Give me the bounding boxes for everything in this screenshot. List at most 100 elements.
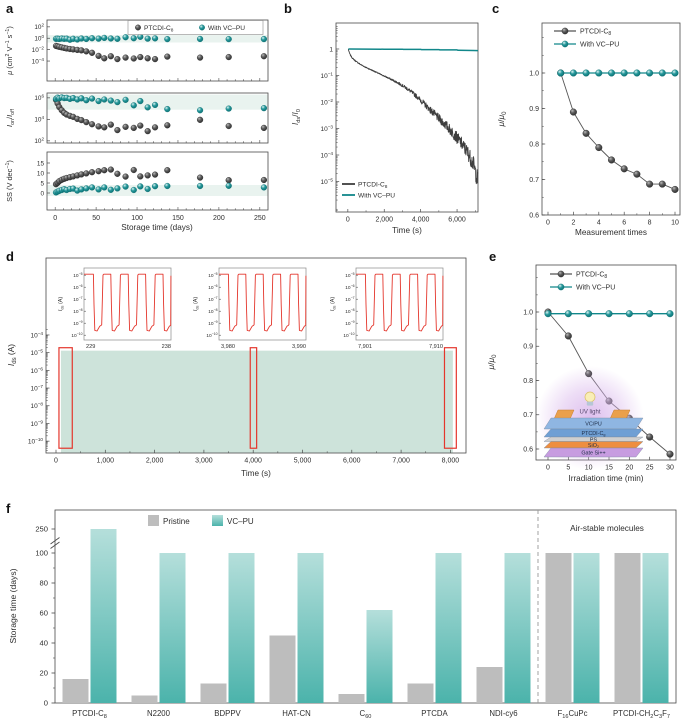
svg-text:7,000: 7,000 [392,458,410,465]
svg-text:100: 100 [34,34,44,42]
svg-text:10−6: 10−6 [208,284,217,291]
svg-text:Storage time (days): Storage time (days) [8,568,18,643]
svg-text:0.9: 0.9 [523,344,533,351]
svg-text:238: 238 [162,344,171,350]
svg-text:Ids (A): Ids (A) [330,297,336,311]
svg-text:2,000: 2,000 [146,458,164,465]
panel-f-bars [62,529,669,703]
svg-text:Time (s): Time (s) [241,469,271,478]
svg-text:229: 229 [86,344,95,350]
svg-text:1: 1 [329,46,333,53]
panel-f-chart: 0 20 40 60 80 100 250 PTCDI-C8 N2200 BDPPV HAT-CN C… [8,509,677,720]
svg-text:10−4: 10−4 [30,331,43,339]
svg-text:10−7: 10−7 [30,384,43,392]
svg-text:30: 30 [666,465,674,472]
panel-a-subplot-0: 102 100 10−2 10−4 μ (cm2 V−1 s−1) [5,19,269,82]
panel-a-series [52,166,268,196]
svg-text:150: 150 [172,215,184,222]
svg-text:0: 0 [54,458,58,465]
svg-text:PTCDI-CH2C3F7: PTCDI-CH2C3F7 [613,709,670,720]
svg-text:3,000: 3,000 [195,458,213,465]
svg-text:25: 25 [646,465,654,472]
panel-f-label: f [6,501,11,516]
svg-text:Gate Si++: Gate Si++ [581,451,605,457]
svg-text:0: 0 [346,217,350,224]
svg-text:100: 100 [35,549,48,558]
svg-text:PTCDI-C8: PTCDI-C8 [358,182,388,191]
svg-text:N2200: N2200 [147,709,171,718]
svg-text:5,000: 5,000 [294,458,312,465]
svg-text:10−9: 10−9 [73,320,82,327]
svg-text:10: 10 [37,170,45,177]
svg-text:8: 8 [648,220,652,227]
panel-b-legend: PTCDI-C8 With VC–PU [342,182,395,200]
svg-text:106: 106 [34,94,44,102]
svg-text:μ (cm2 V−1 s−1): μ (cm2 V−1 s−1) [5,26,14,76]
svg-text:10−5: 10−5 [345,272,354,279]
svg-text:10−10: 10−10 [28,437,44,445]
svg-text:PTCDA: PTCDA [421,709,448,718]
svg-text:Measurement times: Measurement times [575,228,647,237]
panel-e-legend: PTCDI-C8 With VC–PU [550,270,615,292]
svg-text:0.7: 0.7 [529,177,539,184]
svg-text:μ/μ0: μ/μ0 [496,111,508,128]
svg-text:Storage time (days): Storage time (days) [121,223,193,232]
panel-d-plot: 10−4 10−5 10−6 10−7 10−8 10−9 10−10 0 1,000 2,000… [28,257,467,465]
svg-text:SS (V dec−1): SS (V dec−1) [5,160,14,202]
panel-a-subplot-1: 106 104 102 Ion/Ioff [5,92,269,145]
svg-text:10−5: 10−5 [320,177,333,185]
panel-d-inset-1: 10−5 10−6 10−7 10−8 10−9 10−10 Ids (A) 3,980 3,9… [193,267,307,350]
svg-text:VC–PU: VC–PU [227,517,254,526]
panel-c-label: c [492,1,500,16]
svg-text:15: 15 [37,160,45,167]
svg-text:1,000: 1,000 [97,458,115,465]
svg-text:0: 0 [40,190,44,197]
svg-text:With VC–PU: With VC–PU [208,25,245,32]
svg-text:With VC–PU: With VC–PU [576,285,615,292]
svg-text:10−5: 10−5 [208,272,217,279]
panel-a-legend: PTCDI-C8 With VC–PU [127,20,264,35]
panel-c-chart: 1.0 0.9 0.8 0.7 0.6 0 2 4 6 8 10 PTCDI-C8 With VC–PU… [496,22,681,237]
panel-f-plot: 0 20 40 60 80 100 250 [35,509,677,708]
svg-text:10−2: 10−2 [32,46,45,54]
svg-text:10−4: 10−4 [320,151,333,159]
svg-text:PTCDI-C8: PTCDI-C8 [144,25,174,34]
svg-text:10−6: 10−6 [73,284,82,291]
svg-text:10−9: 10−9 [30,419,43,427]
svg-text:10−10: 10−10 [343,332,354,339]
panel-e-label: e [489,249,497,264]
svg-text:VC/PU: VC/PU [585,422,602,428]
svg-text:0.8: 0.8 [529,141,539,148]
svg-text:10−10: 10−10 [71,332,82,339]
svg-text:UV light: UV light [579,410,600,416]
svg-text:C60: C60 [360,709,372,720]
svg-text:50: 50 [92,215,100,222]
svg-text:0: 0 [546,220,550,227]
svg-text:2: 2 [571,220,575,227]
panel-d-inset-0: 10−5 10−6 10−7 10−8 10−9 10−10 Ids (A) 229 238 [58,267,172,350]
panel-b-plot: 1 10−1 10−2 10−3 10−4 10−5 0 2,000 4,000 6,000 [320,22,479,224]
svg-text:Time (s): Time (s) [392,226,422,235]
svg-text:Air-stable molecules: Air-stable molecules [570,524,644,533]
svg-text:10−6: 10−6 [345,284,354,291]
svg-text:PTCDI-C8: PTCDI-C8 [72,709,107,720]
svg-text:7,901: 7,901 [358,344,372,350]
svg-text:6: 6 [622,220,626,227]
svg-text:With VC–PU: With VC–PU [358,193,395,200]
svg-text:0.6: 0.6 [523,446,533,453]
svg-text:10−5: 10−5 [73,272,82,279]
panel-a-series [52,33,268,63]
svg-text:7,910: 7,910 [429,344,443,350]
panel-c-plot: 1.0 0.9 0.8 0.7 0.6 0 2 4 6 8 10 [529,22,681,227]
svg-text:10−8: 10−8 [345,308,354,315]
svg-text:10−1: 10−1 [320,71,333,79]
svg-text:Ids (A): Ids (A) [58,297,64,311]
svg-text:NDI-cy6: NDI-cy6 [489,709,517,718]
svg-text:F16CuPc: F16CuPc [557,709,587,720]
svg-text:0.6: 0.6 [529,212,539,219]
svg-text:102: 102 [34,137,44,145]
svg-text:8,000: 8,000 [442,458,460,465]
